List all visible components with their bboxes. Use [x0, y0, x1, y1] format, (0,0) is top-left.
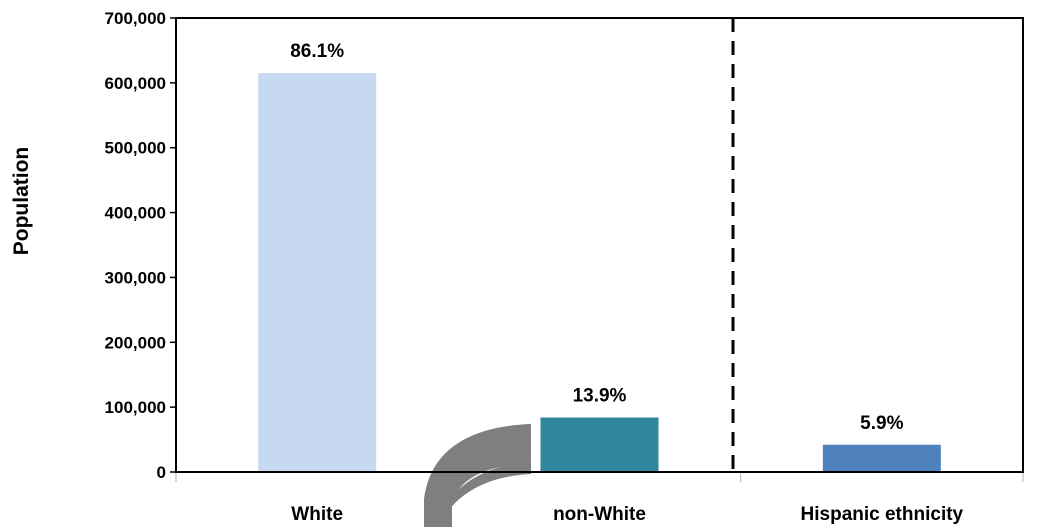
y-tick-label: 100,000 — [105, 398, 166, 417]
y-axis-title: Population — [10, 147, 33, 256]
y-tick-label: 600,000 — [105, 74, 166, 93]
bar-hispanic-ethnicity — [822, 444, 941, 472]
y-tick-label: 0 — [157, 463, 166, 482]
y-tick-label: 200,000 — [105, 333, 166, 352]
x-axis-ticks — [175, 472, 1024, 482]
y-tick-label: 400,000 — [105, 204, 166, 223]
curved-arrow-body — [424, 424, 531, 527]
bars — [258, 73, 941, 472]
bar-white — [258, 73, 377, 472]
y-tick-label: 700,000 — [105, 9, 166, 28]
category-label: non-White — [553, 504, 646, 525]
y-tick-label: 500,000 — [105, 139, 166, 158]
y-tick-label: 300,000 — [105, 268, 166, 287]
y-axis-ticks: 0 100,000 200,000 300,000 400,000 500,000 600,… — [105, 9, 176, 482]
category-labels: White non-White Hispanic ethnicity — [291, 504, 963, 525]
data-labels: 86.1% 13.9% 5.9% — [290, 41, 903, 434]
data-label: 86.1% — [290, 41, 344, 62]
data-label: 13.9% — [573, 386, 627, 407]
category-label: Hispanic ethnicity — [801, 504, 964, 525]
bar-non-white — [540, 417, 659, 472]
category-label: White — [291, 504, 343, 525]
data-label: 5.9% — [860, 413, 903, 434]
plot-area-border — [175, 17, 1024, 473]
